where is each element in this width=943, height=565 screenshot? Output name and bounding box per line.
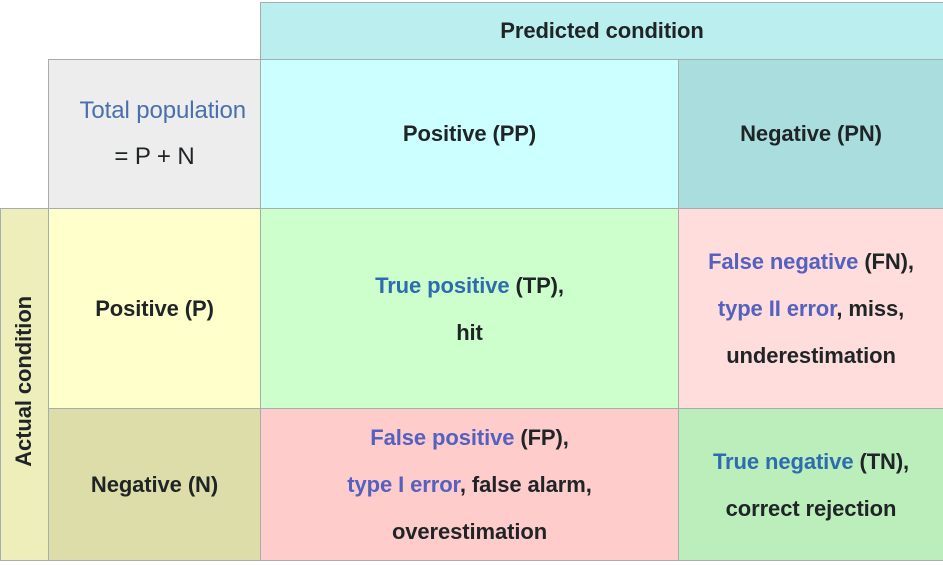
- false-negative-synonyms: , miss,: [836, 296, 905, 321]
- true-positive-link[interactable]: True positive: [375, 272, 510, 298]
- total-population-link[interactable]: Total population: [79, 97, 247, 124]
- cell-true-positive: True positive (TP), hit: [260, 208, 679, 409]
- true-negative-abbr: (TN),: [853, 448, 910, 474]
- type-ii-error-link[interactable]: type II error: [717, 296, 837, 321]
- true-negative-link[interactable]: True negative: [712, 448, 854, 474]
- actual-condition-label: Actual condition: [11, 296, 37, 467]
- false-positive-synonyms: , false alarm,: [459, 472, 592, 497]
- total-population-cell: Total population = P + N: [48, 59, 261, 209]
- empty-corner: [0, 2, 261, 60]
- true-positive-abbr: (TP),: [509, 272, 564, 298]
- total-population-link-wrap: Total population: [50, 88, 260, 134]
- total-population-formula: = P + N: [114, 143, 195, 170]
- false-negative-abbr: (FN),: [858, 249, 914, 274]
- actual-negative-header: Negative (N): [48, 408, 261, 561]
- cell-true-negative: True negative (TN), correct rejection: [677, 408, 943, 561]
- cell-false-positive: False positive (FP), type I error, false…: [260, 408, 679, 561]
- actual-positive-header: Positive (P): [48, 208, 261, 409]
- type-i-error-link[interactable]: type I error: [347, 472, 460, 497]
- false-positive-abbr: (FP),: [514, 425, 569, 450]
- cell-false-negative: False negative (FN), type II error, miss…: [677, 208, 943, 409]
- actual-condition-header-cell: Actual condition: [0, 208, 49, 561]
- true-negative-synonym: correct rejection: [725, 495, 897, 521]
- predicted-condition-header: Predicted condition: [259, 2, 943, 60]
- false-negative-link[interactable]: False negative: [708, 249, 859, 274]
- true-positive-synonym: hit: [456, 319, 483, 345]
- false-negative-synonym2: underestimation: [726, 343, 896, 368]
- predicted-positive-header: Positive (PP): [260, 59, 679, 209]
- empty-left-gutter: [0, 59, 49, 209]
- predicted-negative-header: Negative (PN): [677, 59, 943, 209]
- false-positive-synonym2: overestimation: [391, 519, 548, 544]
- false-positive-link[interactable]: False positive: [370, 425, 515, 450]
